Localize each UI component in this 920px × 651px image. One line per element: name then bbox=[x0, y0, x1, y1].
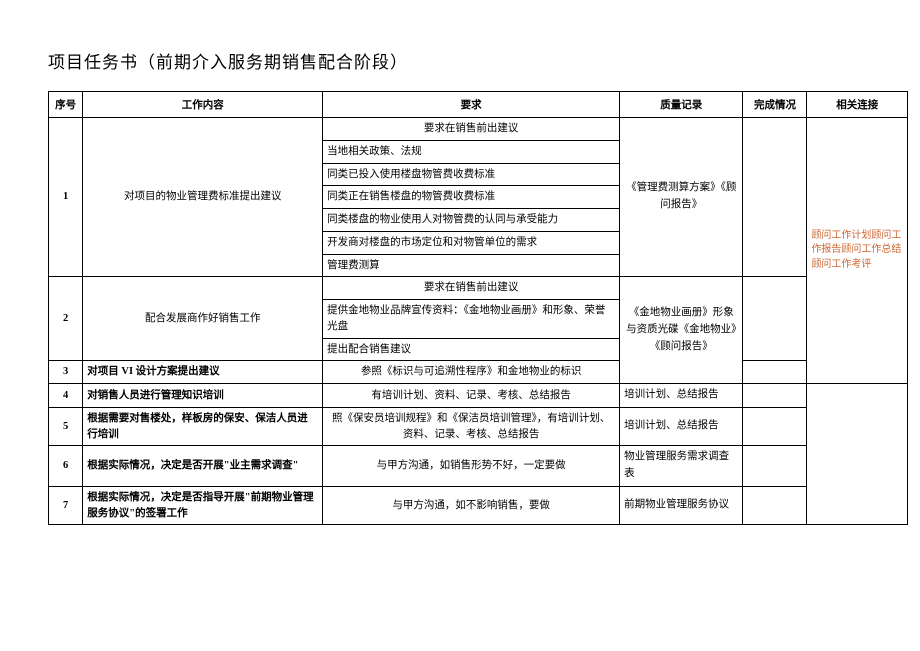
qual-cell: 前期物业管理服务协议 bbox=[620, 486, 743, 525]
work-cell: 对项目的物业管理费标准提出建议 bbox=[83, 118, 323, 277]
req-cell: 开发商对楼盘的市场定位和对物管单位的需求 bbox=[323, 231, 620, 254]
req-cell: 提出配合销售建议 bbox=[323, 338, 620, 361]
done-cell bbox=[743, 361, 807, 384]
table-row: 2 配合发展商作好销售工作 要求在销售前出建议 《金地物业画册》形象与资质光碟《… bbox=[49, 277, 908, 300]
done-cell bbox=[743, 118, 807, 277]
work-cell: 根据需要对售楼处，样板房的保安、保洁人员进行培训 bbox=[83, 407, 323, 446]
seq-cell: 4 bbox=[49, 384, 83, 408]
qual-cell: 培训计划、总结报告 bbox=[620, 407, 743, 446]
table-row: 3 对项目 VI 设计方案提出建议 参照《标识与可追溯性程序》和金地物业的标识 bbox=[49, 361, 908, 384]
seq-cell: 3 bbox=[49, 361, 83, 384]
req-head-cell: 要求在销售前出建议 bbox=[323, 277, 620, 300]
req-cell: 提供金地物业品牌宣传资料：《金地物业画册》和形象、荣誉光盘 bbox=[323, 300, 620, 339]
th-req: 要求 bbox=[323, 92, 620, 118]
table-header-row: 序号 工作内容 要求 质量记录 完成情况 相关连接 bbox=[49, 92, 908, 118]
table-row: 1 对项目的物业管理费标准提出建议 要求在销售前出建议 《管理费测算方案》《顾问… bbox=[49, 118, 908, 141]
req-cell: 同类正在销售楼盘的物管费收费标准 bbox=[323, 186, 620, 209]
done-cell bbox=[743, 486, 807, 525]
seq-cell: 5 bbox=[49, 407, 83, 446]
th-qual: 质量记录 bbox=[620, 92, 743, 118]
done-cell bbox=[743, 407, 807, 446]
page-container: 项目任务书（前期介入服务期销售配合阶段） 序号 工作内容 要求 质量记录 完成情… bbox=[48, 48, 908, 525]
req-cell: 照《保安员培训规程》和《保洁员培训管理》，有培训计划、资料、记录、考核、总结报告 bbox=[323, 407, 620, 446]
link-cell-empty bbox=[807, 384, 908, 525]
th-work: 工作内容 bbox=[83, 92, 323, 118]
work-cell: 根据实际情况，决定是否指导开展"前期物业管理服务协议"的签署工作 bbox=[83, 486, 323, 525]
done-cell bbox=[743, 384, 807, 408]
table-row: 4 对销售人员进行管理知识培训 有培训计划、资料、记录、考核、总结报告 培训计划… bbox=[49, 384, 908, 408]
work-cell: 对项目 VI 设计方案提出建议 bbox=[83, 361, 323, 384]
task-table: 序号 工作内容 要求 质量记录 完成情况 相关连接 1 对项目的物业管理费标准提… bbox=[48, 91, 908, 525]
req-cell: 管理费测算 bbox=[323, 254, 620, 277]
qual-cell: 《管理费测算方案》《顾问报告》 bbox=[620, 118, 743, 277]
page-title: 项目任务书（前期介入服务期销售配合阶段） bbox=[48, 48, 908, 73]
link-cell[interactable]: 顾问工作计划顾问工作报告顾问工作总结顾问工作考评 bbox=[807, 118, 908, 384]
table-row: 5 根据需要对售楼处，样板房的保安、保洁人员进行培训 照《保安员培训规程》和《保… bbox=[49, 407, 908, 446]
req-cell: 有培训计划、资料、记录、考核、总结报告 bbox=[323, 384, 620, 408]
work-cell: 根据实际情况，决定是否开展"业主需求调查" bbox=[83, 446, 323, 487]
done-cell bbox=[743, 446, 807, 487]
table-row: 6 根据实际情况，决定是否开展"业主需求调查" 与甲方沟通，如销售形势不好，一定… bbox=[49, 446, 908, 487]
req-cell: 参照《标识与可追溯性程序》和金地物业的标识 bbox=[323, 361, 620, 384]
req-head-cell: 要求在销售前出建议 bbox=[323, 118, 620, 141]
th-seq: 序号 bbox=[49, 92, 83, 118]
req-cell: 同类楼盘的物业使用人对物管费的认同与承受能力 bbox=[323, 209, 620, 232]
done-cell bbox=[743, 277, 807, 361]
th-done: 完成情况 bbox=[743, 92, 807, 118]
work-cell: 配合发展商作好销售工作 bbox=[83, 277, 323, 361]
seq-cell: 7 bbox=[49, 486, 83, 525]
work-cell: 对销售人员进行管理知识培训 bbox=[83, 384, 323, 408]
th-link: 相关连接 bbox=[807, 92, 908, 118]
table-row: 7 根据实际情况，决定是否指导开展"前期物业管理服务协议"的签署工作 与甲方沟通… bbox=[49, 486, 908, 525]
req-cell: 与甲方沟通，如不影响销售，要做 bbox=[323, 486, 620, 525]
seq-cell: 2 bbox=[49, 277, 83, 361]
req-cell: 与甲方沟通，如销售形势不好，一定要做 bbox=[323, 446, 620, 487]
req-cell: 当地相关政策、法规 bbox=[323, 140, 620, 163]
req-cell: 同类已投入使用楼盘物管费收费标准 bbox=[323, 163, 620, 186]
seq-cell: 1 bbox=[49, 118, 83, 277]
qual-cell: 培训计划、总结报告 bbox=[620, 384, 743, 408]
seq-cell: 6 bbox=[49, 446, 83, 487]
qual-cell: 《金地物业画册》形象与资质光碟《金地物业》《顾问报告》 bbox=[620, 277, 743, 384]
qual-cell: 物业管理服务需求调查表 bbox=[620, 446, 743, 487]
